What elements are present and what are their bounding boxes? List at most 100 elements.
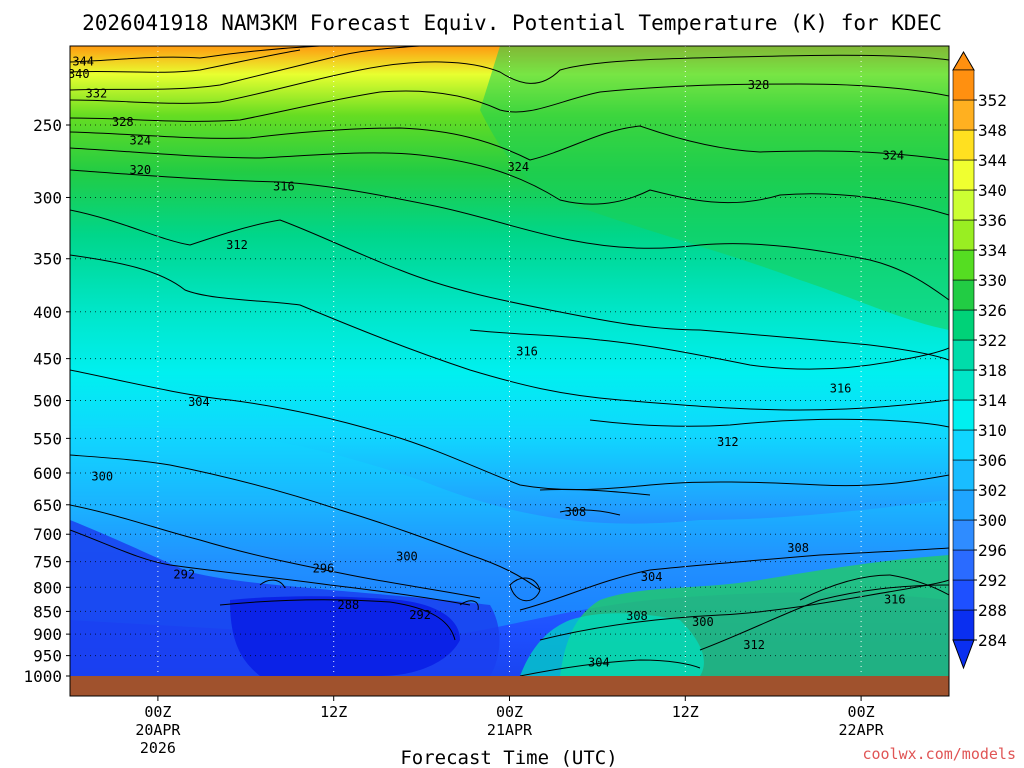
contour-label-text: 336 bbox=[24, 81, 46, 95]
colorbar-label: 352 bbox=[978, 91, 1007, 110]
colorbar-label: 344 bbox=[978, 151, 1007, 170]
x-tick-label: 2026 bbox=[140, 739, 176, 757]
contour-316-upper bbox=[70, 169, 949, 301]
contour-label-text: 312 bbox=[743, 638, 765, 652]
contour-label: 324 bbox=[882, 149, 904, 163]
contour-label: 312 bbox=[743, 638, 765, 652]
contour-label-text: 316 bbox=[830, 381, 852, 395]
colorbar-swatch bbox=[952, 609, 975, 641]
colorbar-label: 314 bbox=[978, 391, 1007, 410]
x-tick-label: 20APR bbox=[135, 721, 181, 739]
colorbar-label: 300 bbox=[978, 511, 1007, 530]
contour-label-text: 288 bbox=[338, 598, 360, 612]
colorbar-label: 348 bbox=[978, 121, 1007, 140]
y-tick-label: 450 bbox=[33, 350, 62, 369]
colorbar-label: 292 bbox=[978, 571, 1007, 590]
contour-label-text: 332 bbox=[86, 87, 108, 101]
x-tick-label: 12Z bbox=[320, 703, 347, 721]
contour-312 bbox=[70, 209, 949, 361]
colorbar-swatch bbox=[952, 459, 975, 491]
contour-label: 332 bbox=[86, 87, 108, 101]
colorbar-swatch bbox=[952, 579, 975, 611]
contour-label-text: 304 bbox=[188, 395, 210, 409]
contour-344 bbox=[70, 46, 321, 63]
contour-316 bbox=[469, 329, 949, 370]
contour-label-text: 292 bbox=[409, 608, 431, 622]
colorbar-swatch bbox=[952, 489, 975, 521]
y-tick-label: 1000 bbox=[23, 667, 62, 686]
contour-304 bbox=[70, 369, 949, 490]
colorbar-bottom-arrow bbox=[952, 639, 975, 670]
contour-label: 308 bbox=[565, 505, 587, 519]
contour-296 bbox=[70, 504, 481, 599]
contour-312-low bbox=[699, 584, 949, 651]
contour-label-text: 308 bbox=[626, 609, 648, 623]
colorbar-swatch bbox=[952, 429, 975, 461]
y-tick-label: 750 bbox=[33, 553, 62, 572]
contour-label: 316 bbox=[516, 344, 538, 358]
colorbar-label: 330 bbox=[978, 271, 1007, 290]
contour-label: 300 bbox=[91, 469, 113, 483]
y-axis: 250 300 350 400 450 500 550 600 650 700 750 800 850 9… bbox=[23, 116, 70, 686]
contour-label: 296 bbox=[313, 561, 335, 575]
contour-label-text: 344 bbox=[72, 54, 94, 68]
contour-292 bbox=[70, 529, 471, 606]
contour-label-text: 292 bbox=[173, 568, 195, 582]
colorbar-swatch bbox=[952, 69, 975, 101]
contour-label: 300 bbox=[692, 615, 714, 629]
contour-wiggle-1 bbox=[509, 577, 541, 602]
contour-300-low bbox=[539, 579, 949, 641]
colorbar-swatch bbox=[952, 99, 975, 131]
contour-324 bbox=[70, 125, 949, 161]
contour-label-text: 324 bbox=[882, 149, 904, 163]
y-tick-label: 300 bbox=[33, 188, 62, 207]
x-tick-label: 21APR bbox=[487, 721, 533, 739]
contour-label-text: 300 bbox=[396, 549, 418, 563]
contour-label-text: 300 bbox=[692, 615, 714, 629]
contour-label: 308 bbox=[626, 609, 648, 623]
colorbar-swatch bbox=[952, 519, 975, 551]
contour-label: 340 bbox=[70, 67, 90, 81]
contour-316-low bbox=[799, 574, 949, 601]
contour-label-text: 316 bbox=[884, 593, 906, 607]
contour-label-text: 328 bbox=[748, 78, 770, 92]
y-tick-label: 600 bbox=[33, 464, 62, 483]
y-tick-label: 650 bbox=[33, 496, 62, 515]
colorbar-swatch bbox=[952, 399, 975, 431]
colorbar-label: 284 bbox=[978, 631, 1007, 650]
x-axis-label: Forecast Time (UTC) bbox=[400, 747, 617, 768]
colorbar-label: 326 bbox=[978, 301, 1007, 320]
contour-340 bbox=[70, 49, 301, 73]
y-tick-label: 250 bbox=[33, 116, 62, 135]
upper-green-region bbox=[480, 46, 949, 330]
contour-label: 292 bbox=[173, 568, 195, 582]
contour-328 bbox=[70, 83, 949, 122]
contour-label: 292 bbox=[409, 608, 431, 622]
contour-label: 304 bbox=[641, 570, 663, 584]
contour-label-text: 328 bbox=[112, 115, 134, 129]
contour-label: 324 bbox=[507, 160, 529, 174]
colorbar-swatch bbox=[952, 189, 975, 221]
contour-label-text: 304 bbox=[641, 570, 663, 584]
contour-wiggle-3 bbox=[459, 600, 479, 611]
y-tick-label: 700 bbox=[33, 525, 62, 544]
contour-label: 316 bbox=[273, 180, 295, 194]
contour-label: 304 bbox=[188, 395, 210, 409]
y-tick-label: 950 bbox=[33, 647, 62, 666]
contour-label-text: 316 bbox=[516, 344, 538, 358]
contour-label: 312 bbox=[226, 238, 248, 252]
colorbar-label: 334 bbox=[978, 241, 1007, 260]
colorbar-swatch bbox=[952, 249, 975, 281]
contour-304-low bbox=[519, 547, 949, 611]
colorbar-swatch bbox=[952, 309, 975, 341]
colorbar-label: 322 bbox=[978, 331, 1007, 350]
y-tick-label: 350 bbox=[33, 250, 62, 269]
colorbar: 284 288 292 296 300 302 306 310 314 318 322 326 330 3… bbox=[952, 51, 1007, 670]
contour-label: 320 bbox=[129, 163, 151, 177]
colorbar-swatch bbox=[952, 159, 975, 191]
contour-label: 300 bbox=[396, 549, 418, 563]
colorbar-label: 336 bbox=[978, 211, 1007, 230]
time-gridlines bbox=[157, 46, 862, 676]
